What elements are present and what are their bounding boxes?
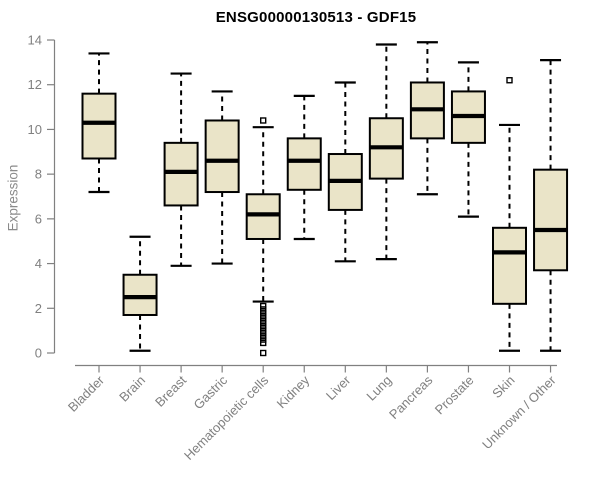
x-tick-label: Breast <box>152 372 189 409</box>
x-tick-label: Lung <box>363 373 394 404</box>
x-tick-label: Kidney <box>274 372 313 411</box>
boxplot-prostate <box>450 61 486 218</box>
x-tick-label: Brain <box>116 373 148 405</box>
y-tick-label: 2 <box>35 301 42 316</box>
outlier-point <box>260 326 267 333</box>
outlier-point <box>260 309 267 316</box>
y-tick-label: 10 <box>28 122 42 137</box>
boxplot-gastric <box>204 90 240 265</box>
x-tick-label: Gastric <box>191 372 231 412</box>
boxplot-lung <box>368 43 404 261</box>
outlier-point <box>260 306 267 313</box>
boxplot-skin <box>492 77 527 352</box>
outlier-point <box>260 316 267 323</box>
y-axis: 0 2 4 6 8 10 12 14 <box>28 33 56 361</box>
outlier-point <box>260 333 267 340</box>
outlier-point <box>260 349 267 357</box>
boxplot-unknown-other <box>533 59 569 352</box>
outlier-point <box>260 117 267 124</box>
boxplot-pancreas <box>409 41 445 196</box>
y-tick-label: 14 <box>28 33 42 48</box>
y-tick-label: 8 <box>35 167 42 182</box>
outlier-point <box>260 329 267 337</box>
x-tick-label: Liver <box>323 372 354 403</box>
boxplot-bladder <box>81 52 117 194</box>
x-tick-label: Unknown / Other <box>479 372 559 452</box>
y-tick-label: 4 <box>35 256 42 271</box>
x-tick-label: Pancreas <box>386 372 436 422</box>
outlier-point <box>260 339 267 347</box>
boxplot-kidney <box>286 94 322 241</box>
boxplot-brain <box>122 235 158 352</box>
outlier-point <box>506 77 513 84</box>
chart-title: ENSG00000130513 - GDF15 <box>215 9 417 26</box>
boxplot-liver <box>327 81 363 263</box>
outlier-point <box>260 302 267 310</box>
x-tick-label: Bladder <box>65 372 108 415</box>
y-tick-label: 0 <box>35 346 42 361</box>
y-tick-label: 12 <box>28 77 42 92</box>
outlier-point <box>260 319 267 327</box>
x-tick-label: Prostate <box>432 373 477 418</box>
y-tick-label: 6 <box>35 211 42 226</box>
outlier-point <box>260 336 267 343</box>
outlier-point <box>260 312 267 320</box>
boxplot-hematopoietic-cells <box>245 117 281 357</box>
outlier-point <box>260 322 267 330</box>
boxplot-breast <box>163 72 199 267</box>
x-tick-label: Skin <box>489 373 517 401</box>
